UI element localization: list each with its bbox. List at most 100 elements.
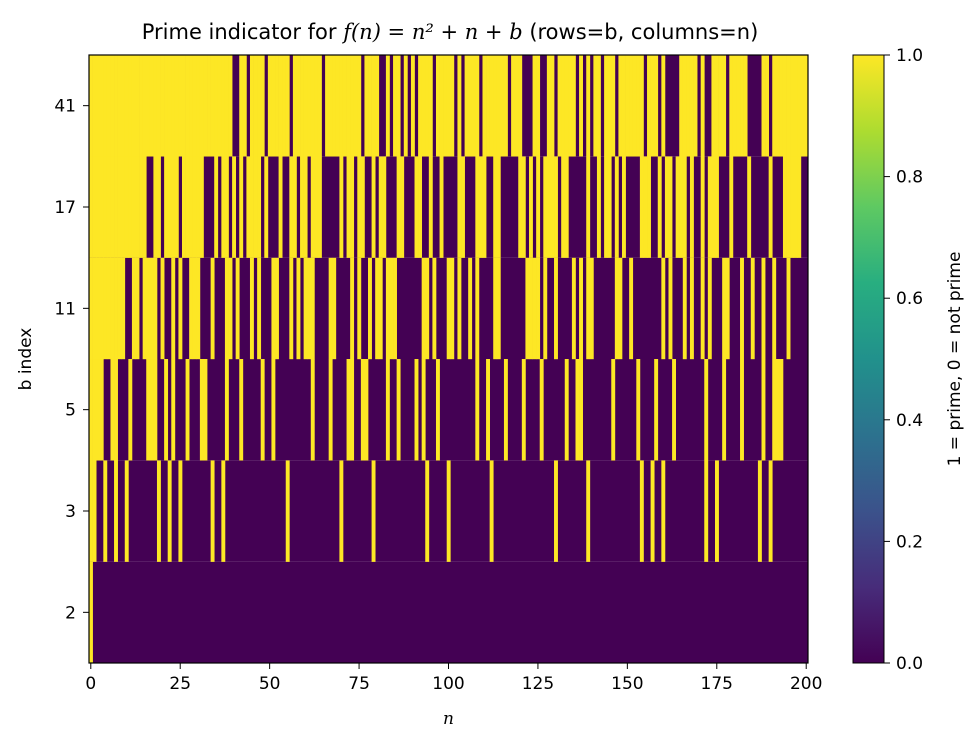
heatmap-cell	[106, 156, 111, 258]
heatmap-cell	[718, 55, 723, 157]
heatmap-cell	[668, 257, 673, 360]
heatmap-cell	[618, 257, 623, 360]
heatmap-cell	[539, 359, 544, 461]
heatmap-cell	[164, 359, 169, 461]
heatmap-cell	[139, 55, 144, 157]
heatmap-cell	[521, 359, 526, 461]
heatmap-cell	[253, 55, 258, 157]
heatmap-cell	[593, 55, 598, 157]
heatmap-cell	[224, 55, 229, 157]
heatmap-cell	[303, 257, 308, 360]
heatmap-cell	[518, 156, 523, 258]
heatmap-cell	[178, 55, 183, 157]
heatmap-cell	[210, 257, 215, 360]
heatmap-cell	[300, 55, 304, 157]
heatmap-cell	[332, 257, 337, 360]
heatmap-cell	[514, 55, 519, 157]
heatmap-cell	[103, 55, 108, 157]
heatmap-cell	[414, 359, 419, 461]
heatmap-cell	[715, 55, 719, 157]
heatmap-cell	[124, 156, 129, 258]
colorbar	[852, 54, 885, 664]
heatmap-cell	[317, 156, 322, 258]
heatmap-cell	[114, 156, 118, 258]
heatmap-cell	[693, 55, 698, 157]
heatmap-cell	[96, 359, 101, 461]
heatmap-cell	[700, 156, 705, 258]
heatmap-cell	[493, 156, 498, 258]
heatmap-cell	[192, 156, 197, 258]
heatmap-cell	[682, 156, 687, 258]
heatmap-cell	[607, 156, 612, 258]
heatmap-cell	[171, 359, 176, 461]
heatmap-cell	[643, 156, 648, 258]
heatmap-cell	[804, 55, 809, 157]
heatmap-cell	[532, 257, 537, 360]
heatmap-cell	[110, 156, 115, 258]
heatmap-cell	[289, 156, 294, 258]
heatmap-cell	[346, 156, 351, 258]
heatmap-cell	[239, 359, 244, 461]
heatmap-cell	[310, 257, 315, 360]
heatmap-cell	[496, 156, 501, 258]
y-tick-label: 41	[54, 97, 76, 117]
heatmap-cell	[561, 55, 566, 157]
heatmap-cell	[625, 55, 630, 157]
heatmap-cell	[92, 55, 97, 157]
heatmap-cell	[614, 156, 619, 258]
heatmap-cell	[371, 156, 376, 258]
heatmap-cell	[346, 55, 351, 157]
heatmap-cell	[203, 359, 208, 461]
heatmap-cell	[182, 156, 186, 258]
heatmap-cell	[164, 55, 169, 157]
heatmap-cell	[89, 460, 93, 562]
heatmap-cell	[797, 55, 802, 157]
heatmap-cell	[536, 257, 541, 360]
heatmap-row-b-3	[89, 460, 808, 562]
y-tick-label: 17	[54, 198, 76, 218]
heatmap-cell	[292, 55, 297, 157]
heatmap-cell	[310, 359, 315, 461]
heatmap-cell	[92, 257, 97, 360]
heatmap-cell	[106, 55, 111, 157]
heatmap-cell	[142, 55, 147, 157]
heatmap-cell	[532, 55, 537, 157]
heatmap-cell	[385, 55, 390, 157]
heatmap-cell	[561, 156, 566, 258]
heatmap-cell	[586, 460, 591, 562]
heatmap-cell	[182, 55, 186, 157]
heatmap-cell	[715, 156, 719, 258]
heatmap-cell	[782, 156, 787, 258]
heatmap-cell	[149, 359, 154, 461]
heatmap-cell	[457, 257, 462, 360]
heatmap-cell	[679, 156, 684, 258]
heatmap-row-background	[89, 561, 808, 663]
colorbar-tick-label: 0.6	[896, 289, 923, 309]
heatmap-cell	[260, 55, 265, 157]
heatmap-cell	[536, 156, 541, 258]
heatmap-cell	[790, 156, 795, 258]
heatmap-cell	[271, 359, 276, 461]
heatmap-cell	[650, 55, 655, 157]
heatmap-cell	[486, 55, 490, 157]
heatmap-cell	[128, 156, 133, 258]
heatmap-cell	[278, 156, 283, 258]
heatmap-cell	[761, 257, 766, 360]
heatmap-cell	[131, 55, 136, 157]
heatmap-cell	[457, 55, 462, 157]
heatmap-cell	[435, 359, 440, 461]
heatmap-cell	[110, 359, 115, 461]
heatmap-cell	[239, 55, 244, 157]
heatmap-cell	[704, 359, 709, 461]
heatmap-cell	[121, 156, 126, 258]
heatmap-row-b-2	[89, 561, 808, 664]
heatmap-cell	[249, 156, 254, 258]
heatmap-cells	[89, 55, 809, 664]
heatmap-cell	[296, 257, 301, 360]
heatmap-cell	[378, 257, 383, 360]
heatmap-row-background	[89, 156, 808, 258]
heatmap-cell	[689, 257, 694, 360]
heatmap-cell	[228, 55, 233, 157]
x-axis-ticks: 0 25 50 75 100 125 150 175 200	[85, 663, 822, 694]
title-prefix: Prime indicator for	[142, 20, 343, 44]
